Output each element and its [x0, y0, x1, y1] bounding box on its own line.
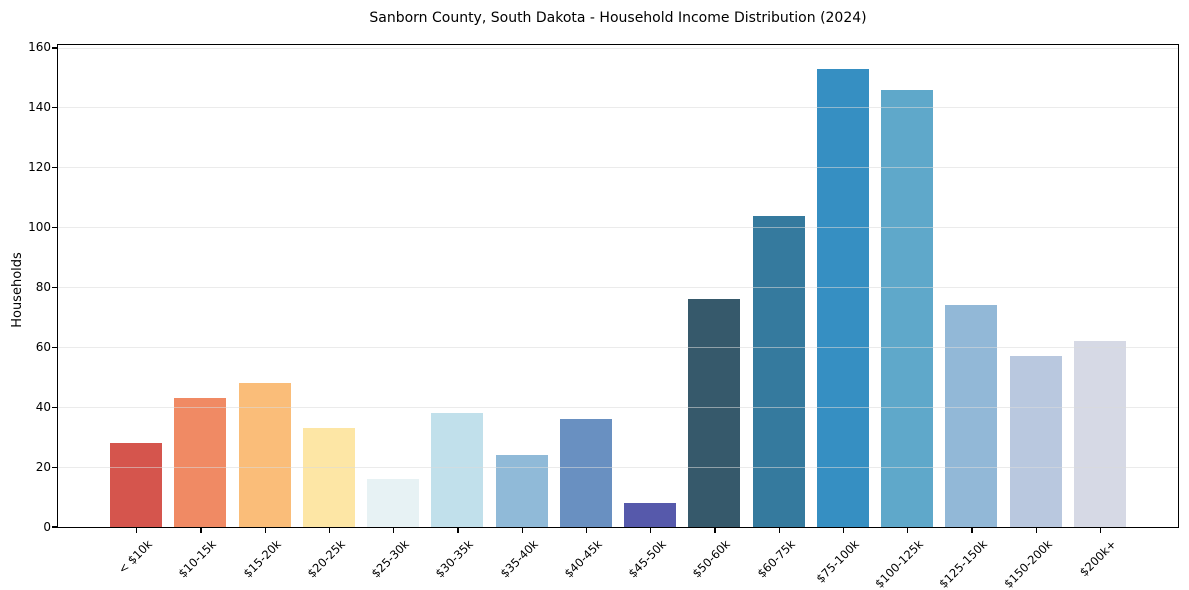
y-tick-label: 80	[35, 279, 51, 294]
x-tick-mark	[907, 528, 909, 533]
y-tick-mark	[52, 107, 57, 109]
y-tick-label: 140	[28, 100, 51, 115]
income-bar	[367, 479, 420, 527]
x-tick-label: $20-25k	[304, 537, 348, 581]
bar-slot: $75-100k	[811, 45, 875, 586]
income-bar	[816, 68, 869, 527]
y-tick-mark	[52, 167, 57, 169]
income-bar	[302, 428, 355, 527]
x-tick-label: $25-30k	[368, 537, 413, 581]
y-tick-mark	[52, 466, 57, 468]
x-tick-mark	[457, 528, 459, 533]
y-tick-mark	[52, 526, 57, 528]
x-tick-mark	[714, 528, 716, 533]
y-tick-mark	[52, 406, 57, 408]
x-tick-label: $200k+	[1076, 537, 1119, 580]
y-tick-label: 160	[28, 40, 51, 55]
x-tick-mark	[521, 528, 523, 533]
bar-slot: $125-150k	[937, 45, 1003, 590]
bar-slot: $200k+	[1068, 45, 1132, 579]
x-tick-label: $100-125k	[872, 537, 927, 590]
income-bar	[495, 455, 548, 527]
x-tick-label: $10-15k	[175, 537, 220, 581]
y-tick-label: 40	[35, 399, 51, 414]
income-bar	[431, 413, 484, 527]
bar-slot: < $10k	[104, 45, 168, 577]
income-bar	[881, 89, 934, 527]
y-tick-label: 60	[35, 339, 51, 354]
bar-slot: $35-40k	[490, 45, 554, 580]
bar-slot: $45-50k	[618, 45, 682, 580]
x-tick-label: $30-35k	[432, 537, 477, 581]
bar-slot: $100-125k	[872, 45, 939, 590]
income-bar	[1009, 356, 1062, 527]
x-tick-mark	[842, 528, 845, 533]
income-bar	[559, 419, 612, 527]
bar-slot: $15-20k	[233, 45, 297, 580]
x-tick-label: $125-150k	[936, 537, 991, 590]
bar-slot: $20-25k	[297, 45, 361, 580]
bar-slot: $150-200k	[1001, 45, 1068, 590]
income-bar	[174, 398, 227, 527]
x-tick-mark	[778, 528, 780, 533]
bar-slot: $50-60k	[682, 45, 746, 580]
chart-title: Sanborn County, South Dakota - Household…	[369, 10, 867, 26]
income-bar	[688, 299, 741, 527]
x-tick-mark	[200, 528, 202, 533]
income-bar	[238, 383, 291, 527]
x-tick-mark	[136, 528, 138, 533]
x-tick-label: $60-75k	[754, 537, 798, 581]
bars-container: < $10k $10-15k $15-20k $20-25k $25-30k $30-35…	[58, 45, 1178, 590]
x-tick-label: $40-45k	[561, 537, 605, 581]
y-tick-mark	[52, 47, 57, 49]
x-tick-mark	[393, 528, 395, 533]
y-tick-label: 0	[43, 519, 51, 534]
bar-slot: $60-75k	[747, 45, 811, 580]
x-tick-label: $45-50k	[625, 537, 670, 581]
x-tick-label: $150-200k	[1000, 537, 1055, 590]
income-bar	[752, 215, 805, 527]
bar-slot: $30-35k	[425, 45, 489, 580]
y-tick-label: 20	[35, 459, 51, 474]
x-tick-label: $15-20k	[240, 537, 284, 581]
y-tick-mark	[52, 286, 57, 289]
x-tick-label: < $10k	[115, 537, 156, 577]
y-tick-mark	[52, 346, 57, 348]
bar-slot: $10-15k	[168, 45, 232, 580]
income-bar	[624, 503, 677, 527]
y-tick-mark	[52, 227, 57, 229]
x-tick-mark	[264, 528, 266, 533]
x-tick-label: $50-60k	[689, 537, 734, 581]
income-bar	[945, 305, 998, 527]
x-tick-label: $75-100k	[813, 537, 862, 586]
bar-slot: $25-30k	[361, 45, 425, 580]
x-tick-mark	[585, 528, 588, 533]
x-tick-mark	[1035, 528, 1037, 533]
income-bar	[1073, 341, 1126, 527]
y-tick-label: 100	[28, 220, 51, 235]
plot-area: < $10k $10-15k $15-20k $20-25k $25-30k $30-35…	[57, 44, 1179, 590]
income-bar	[110, 443, 163, 527]
bar-slot: $40-45k	[554, 45, 618, 580]
y-tick-label: 120	[28, 160, 51, 175]
x-tick-mark	[650, 528, 652, 533]
x-tick-label: $35-40k	[497, 537, 541, 581]
x-tick-mark	[971, 528, 973, 533]
x-tick-mark	[1099, 528, 1102, 533]
x-tick-mark	[328, 528, 331, 533]
y-axis-label-text: Households	[10, 252, 25, 328]
